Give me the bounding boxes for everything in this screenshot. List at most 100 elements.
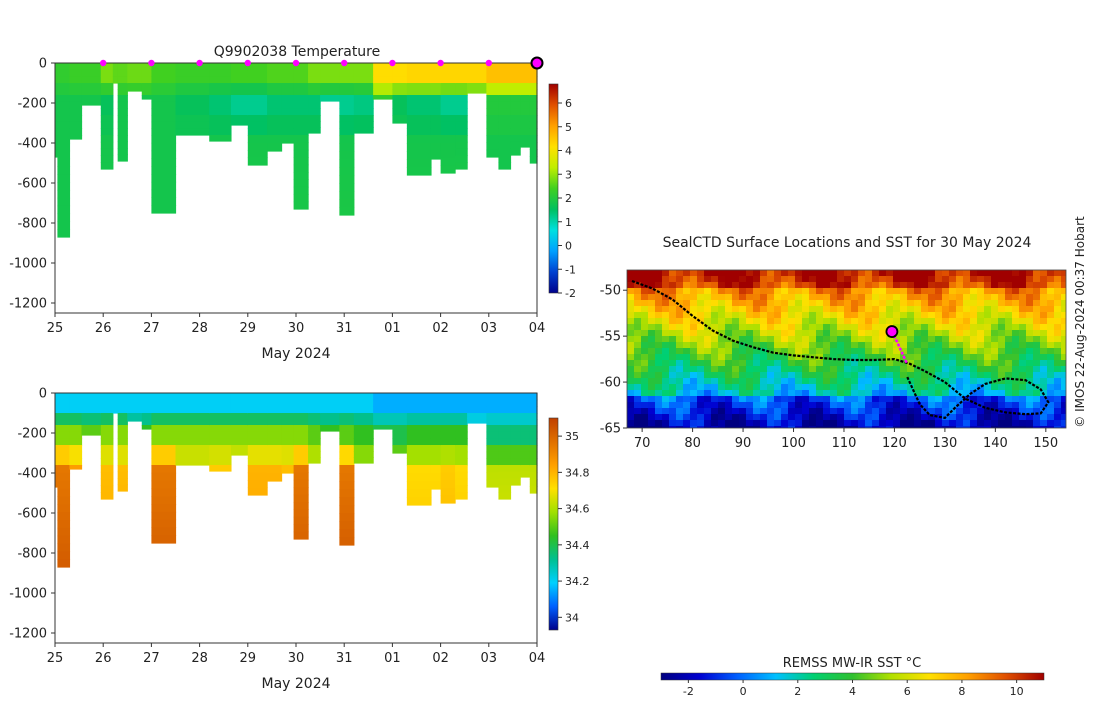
- sst-cell: [767, 312, 775, 319]
- sst-cell: [893, 360, 901, 367]
- sst-cell: [648, 360, 656, 367]
- sst-cell: [718, 348, 726, 355]
- sst-cell: [865, 318, 873, 325]
- sst-cell: [1033, 330, 1041, 337]
- sst-cell: [914, 354, 922, 361]
- sst-cell: [914, 336, 922, 343]
- data-cell: [151, 406, 177, 414]
- sst-cell: [648, 294, 656, 301]
- sst-cell: [830, 426, 838, 428]
- data-cell: [230, 399, 249, 407]
- data-cell: [127, 69, 143, 77]
- data-cell: [127, 406, 143, 414]
- sst-cell: [1061, 348, 1066, 355]
- data-cell: [430, 151, 442, 160]
- sst-cell: [655, 282, 663, 289]
- sst-cell: [641, 360, 649, 367]
- sst-cell: [774, 318, 782, 325]
- sst-cell: [697, 342, 705, 349]
- data-cell: [455, 399, 468, 407]
- sst-cell: [788, 414, 796, 421]
- y-tick-label: -1000: [9, 257, 47, 272]
- sst-cell: [907, 414, 915, 421]
- data-cell: [293, 516, 309, 525]
- data-cell: [281, 135, 295, 144]
- sst-cell: [963, 282, 971, 289]
- sst-cell: [886, 282, 894, 289]
- sst-cell: [865, 420, 873, 427]
- data-cell: [151, 83, 177, 90]
- data-cell: [339, 393, 355, 401]
- data-cell: [529, 451, 538, 459]
- sst-cell: [1005, 396, 1013, 403]
- sst-cell: [1040, 330, 1048, 337]
- sst-cell: [928, 330, 936, 337]
- data-cell: [57, 445, 71, 453]
- sst-cell: [935, 342, 943, 349]
- sst-cell: [816, 336, 824, 343]
- data-cell: [117, 101, 128, 109]
- data-cell: [69, 115, 83, 123]
- sst-cell: [641, 366, 649, 373]
- salinity-x-axis: 25 26 27 28 29 30 31 01 02 03 04: [47, 643, 545, 666]
- sst-cell: [760, 402, 768, 409]
- sst-cell: [739, 288, 747, 295]
- sst-cell: [683, 396, 691, 403]
- sst-cell: [1033, 354, 1041, 361]
- sst-cell: [711, 414, 719, 421]
- sst-cell: [844, 396, 852, 403]
- data-cell: [57, 431, 71, 439]
- sst-cell: [977, 324, 985, 331]
- sst-colorbar-tick-label: 10: [1010, 685, 1024, 698]
- sst-cell: [802, 360, 810, 367]
- x-tick-label: 04: [529, 321, 546, 336]
- sst-cell: [858, 420, 866, 427]
- sst-cell: [669, 270, 677, 277]
- sst-cell: [858, 414, 866, 421]
- sst-cell: [858, 288, 866, 295]
- data-cell: [406, 128, 432, 136]
- sst-cell: [935, 276, 943, 283]
- sst-cell: [711, 330, 719, 337]
- data-cell: [529, 425, 538, 433]
- data-cell: [392, 413, 408, 420]
- sst-cell: [837, 318, 845, 325]
- data-cell: [406, 115, 432, 123]
- sst-cell: [767, 282, 775, 289]
- sst-cell: [1040, 276, 1048, 283]
- sst-cell: [704, 276, 712, 283]
- data-cell: [373, 95, 393, 100]
- sst-cell: [921, 348, 929, 355]
- data-cell: [175, 101, 210, 109]
- sst-cell: [907, 312, 915, 319]
- sst-cell: [676, 360, 684, 367]
- data-cell: [57, 189, 71, 199]
- data-cell: [353, 115, 374, 122]
- longitude-tick-label: 80: [684, 436, 701, 451]
- data-cell: [339, 159, 355, 168]
- sst-cell: [886, 402, 894, 409]
- temperature-panel: Q9902038 Temperature 25 26 27 28 29 30 31 01 02 0…: [9, 44, 576, 362]
- sst-cell: [956, 306, 964, 313]
- sst-cell: [1040, 366, 1048, 373]
- data-cell: [486, 438, 500, 446]
- data-cell: [353, 121, 374, 128]
- sst-cell: [879, 426, 887, 428]
- data-cell: [440, 431, 456, 439]
- sst-cell: [1019, 348, 1027, 355]
- sst-cell: [984, 426, 992, 428]
- seal-track: [631, 279, 1050, 420]
- data-cell: [308, 413, 321, 420]
- sst-cell: [886, 276, 894, 283]
- sst-cell: [746, 402, 754, 409]
- sst-cell: [1033, 318, 1041, 325]
- sst-cell: [928, 396, 936, 403]
- data-cell: [510, 438, 521, 446]
- data-cell: [510, 425, 521, 433]
- sst-cell: [732, 330, 740, 337]
- data-cell: [430, 481, 442, 490]
- sst-cell: [865, 384, 873, 391]
- sst-cell: [1019, 384, 1027, 391]
- sst-cell: [690, 354, 698, 361]
- data-cell: [406, 393, 432, 401]
